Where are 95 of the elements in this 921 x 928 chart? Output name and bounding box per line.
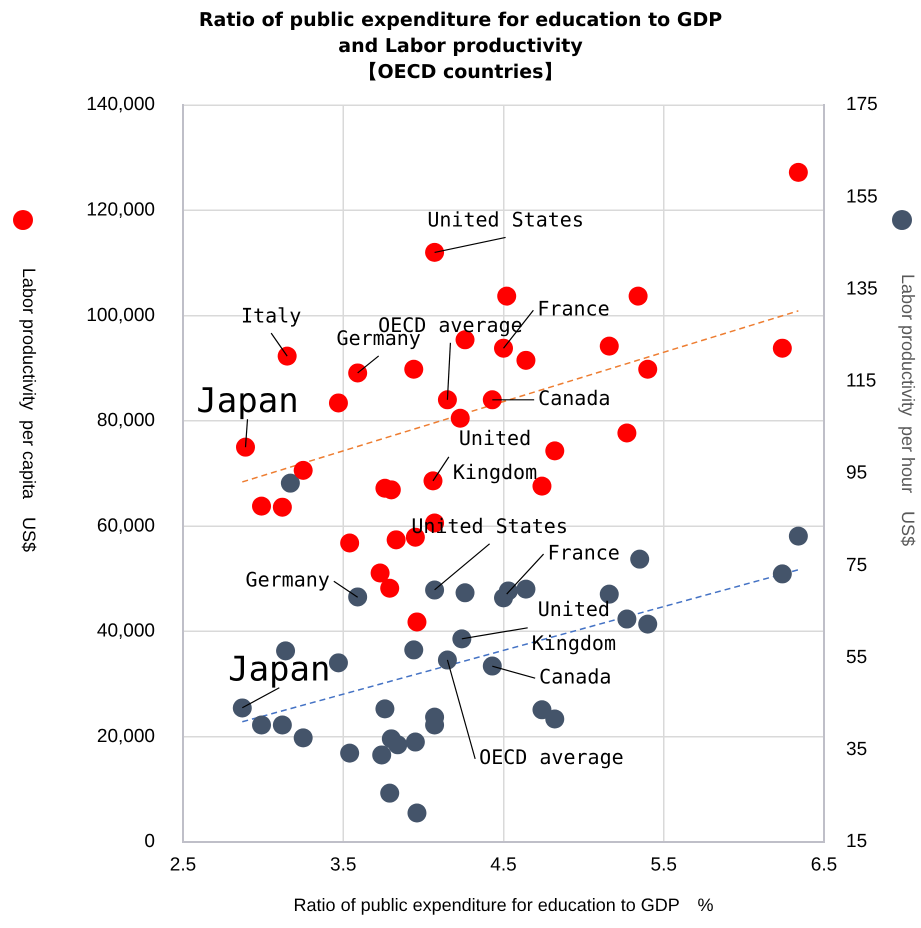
y2-tick-label: 55 bbox=[846, 646, 868, 668]
point bbox=[404, 640, 424, 660]
point bbox=[545, 441, 564, 460]
point bbox=[497, 286, 516, 306]
point bbox=[380, 578, 400, 598]
y2-tick-label: 135 bbox=[846, 278, 878, 300]
y-tick-label: 140,000 bbox=[86, 94, 155, 116]
point bbox=[450, 408, 470, 428]
point bbox=[232, 698, 252, 718]
point bbox=[294, 728, 313, 748]
x-axis-title: Ratio of public expenditure for education to GDP % bbox=[294, 894, 714, 915]
point bbox=[628, 286, 648, 306]
point bbox=[630, 550, 650, 569]
point bbox=[348, 363, 368, 382]
point bbox=[482, 656, 502, 676]
point bbox=[375, 699, 394, 718]
point bbox=[494, 338, 513, 358]
y2-tick-label: 15 bbox=[846, 831, 868, 852]
annotation: France bbox=[537, 296, 610, 320]
y2-tick-label: 115 bbox=[846, 370, 876, 392]
y2-tick-label: 155 bbox=[846, 186, 878, 208]
y-axis-title: Labor productivity per capita US$ bbox=[19, 268, 40, 552]
point bbox=[404, 360, 424, 379]
y2-axis-title: Labor productivity per hour US$ bbox=[898, 274, 918, 546]
point bbox=[438, 650, 457, 670]
point bbox=[425, 242, 444, 262]
point bbox=[788, 526, 808, 546]
y2-tick-label: 95 bbox=[846, 462, 868, 484]
point bbox=[438, 390, 457, 410]
y-tick-label: 120,000 bbox=[86, 200, 155, 221]
y2-tick-label: 75 bbox=[846, 554, 868, 576]
point bbox=[772, 564, 792, 584]
x-tick-label: 4.5 bbox=[490, 854, 517, 876]
y-tick-label: 60,000 bbox=[96, 515, 155, 536]
point bbox=[406, 732, 425, 752]
point bbox=[498, 581, 518, 600]
point bbox=[407, 612, 426, 632]
point bbox=[423, 471, 442, 490]
x-tick-label: 3.5 bbox=[330, 854, 356, 876]
point bbox=[340, 744, 360, 763]
annotation: Japan bbox=[228, 650, 330, 690]
point bbox=[516, 350, 536, 370]
point bbox=[482, 390, 502, 410]
point bbox=[272, 716, 292, 734]
chart-title: Ratio of public expenditure for education to GDP and Labor productivity 【OECD countries】 bbox=[198, 8, 722, 83]
point bbox=[545, 710, 564, 729]
x-tick-label: 6.5 bbox=[810, 854, 838, 876]
y-tick-label: 100,000 bbox=[86, 304, 155, 326]
point bbox=[294, 460, 313, 480]
annotation: Italy bbox=[241, 303, 302, 328]
point bbox=[425, 580, 444, 600]
annotation: United States bbox=[427, 208, 584, 232]
point bbox=[407, 803, 426, 822]
point bbox=[280, 474, 300, 493]
y-tick-label: 0 bbox=[144, 831, 155, 852]
point bbox=[272, 498, 292, 517]
y-tick-label: 20,000 bbox=[96, 726, 155, 747]
point bbox=[788, 162, 808, 182]
point bbox=[388, 735, 408, 754]
y-tick-label: 40,000 bbox=[96, 620, 155, 642]
point bbox=[370, 563, 390, 582]
y2-tick-label: 35 bbox=[846, 739, 868, 760]
point bbox=[452, 629, 472, 648]
point bbox=[617, 423, 636, 442]
point bbox=[456, 583, 475, 602]
annotation: Canada bbox=[539, 664, 612, 688]
point bbox=[386, 530, 406, 550]
point bbox=[617, 610, 636, 629]
annotation: United Kingdom bbox=[532, 597, 616, 655]
annotation: Canada bbox=[538, 386, 610, 410]
point bbox=[372, 745, 392, 764]
point bbox=[252, 716, 272, 734]
annotation: Germany bbox=[246, 567, 330, 592]
annotation: OECD average bbox=[479, 745, 624, 770]
annotation: France bbox=[548, 540, 620, 564]
point bbox=[348, 587, 368, 606]
point bbox=[236, 438, 255, 457]
point bbox=[380, 784, 400, 803]
point bbox=[600, 336, 619, 356]
point bbox=[328, 653, 348, 672]
annotation: United Kingdom bbox=[452, 426, 538, 484]
point bbox=[328, 393, 348, 412]
point bbox=[278, 346, 297, 366]
y2-tick-label: 175 bbox=[846, 94, 878, 116]
point bbox=[252, 496, 272, 516]
point bbox=[638, 360, 658, 379]
point bbox=[340, 533, 360, 552]
point bbox=[638, 614, 658, 634]
point bbox=[772, 338, 792, 358]
point bbox=[532, 700, 552, 720]
x-tick-label: 5.5 bbox=[650, 854, 677, 876]
y-tick-label: 80,000 bbox=[96, 410, 155, 432]
x-tick-label: 2.5 bbox=[170, 854, 196, 876]
annotation: Japan bbox=[196, 381, 299, 422]
point bbox=[516, 580, 536, 599]
